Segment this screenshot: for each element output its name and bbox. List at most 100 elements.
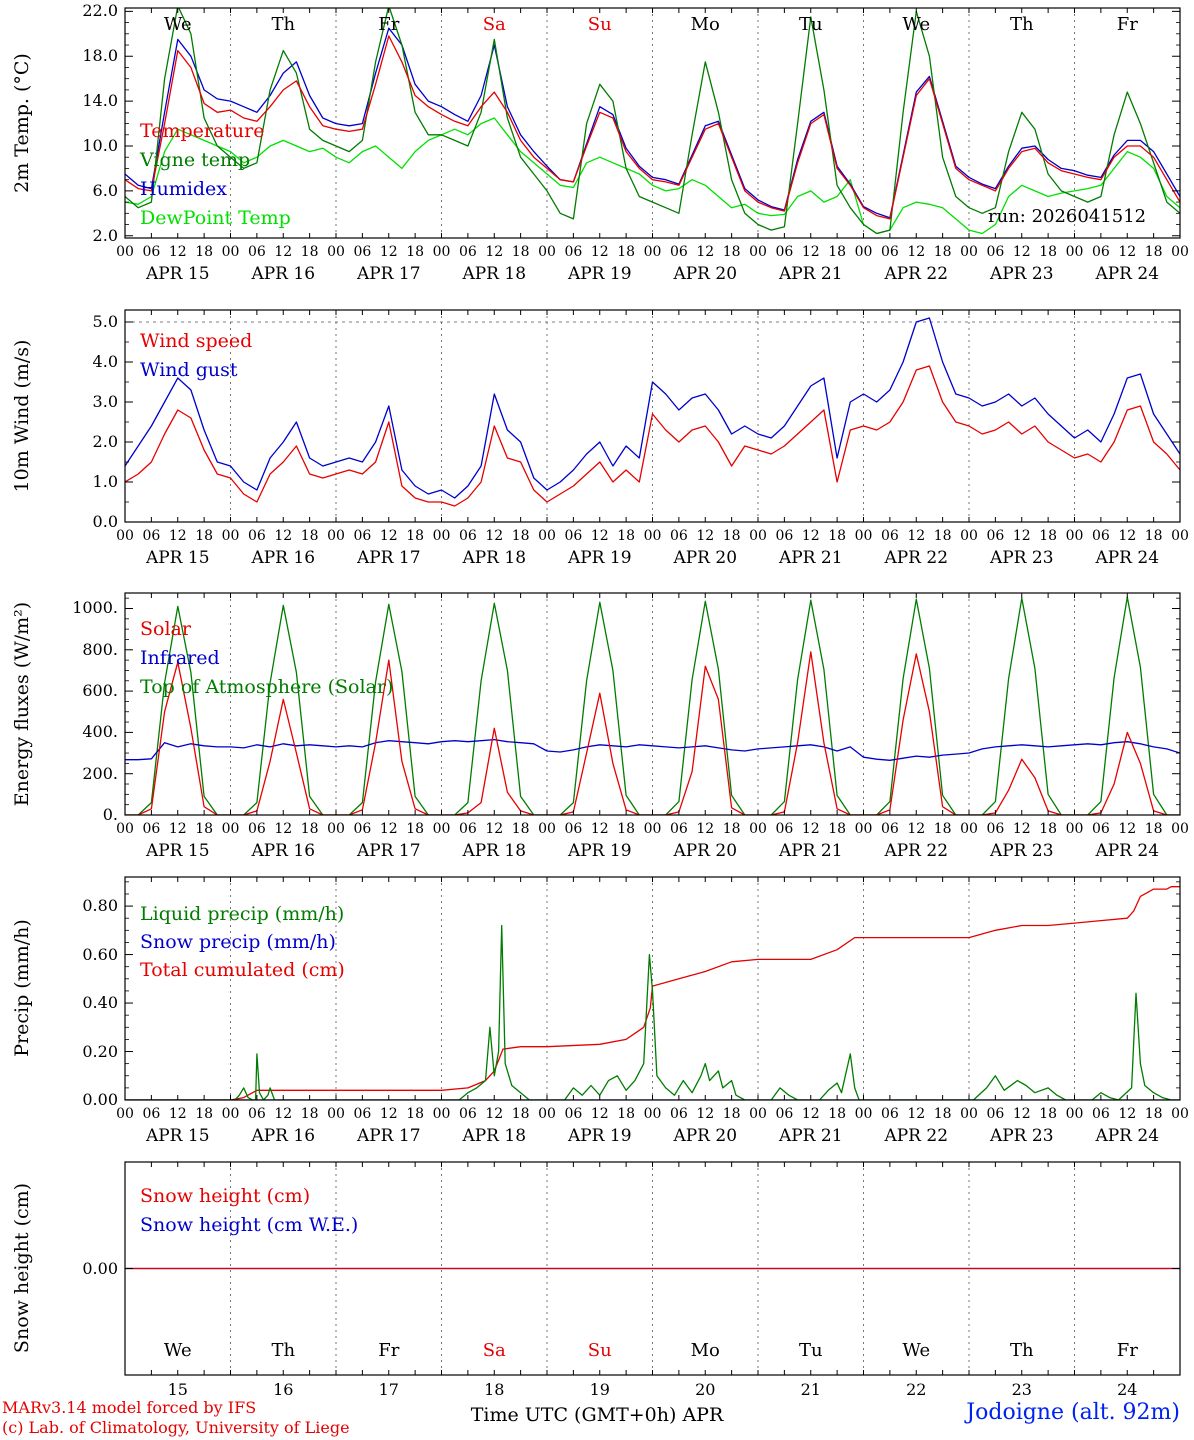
hour-tick-label: 06 [880, 1106, 899, 1122]
hour-tick-label: 00 [116, 244, 134, 260]
hour-tick-label: 18 [617, 1106, 636, 1122]
hour-tick-label: 00 [1065, 1106, 1084, 1122]
hour-tick-label: 12 [485, 244, 504, 260]
hour-tick-label: 06 [775, 244, 794, 260]
hour-tick-label: 12 [168, 1106, 187, 1122]
date-label: APR 20 [673, 841, 738, 861]
day-name-top: Tu [798, 14, 823, 35]
y-tick-label: 2.0 [92, 432, 118, 451]
day-number-label: 15 [167, 1380, 188, 1399]
hour-tick-label: 06 [142, 244, 161, 260]
day-number-label: 16 [273, 1380, 294, 1399]
day-number-label: 17 [378, 1380, 399, 1399]
hour-tick-label: 18 [1144, 1106, 1163, 1122]
hour-tick-label: 12 [907, 1106, 926, 1122]
hour-tick-label: 00 [538, 821, 556, 837]
hour-tick-label: 00 [432, 821, 451, 837]
hour-tick-label: 00 [854, 244, 873, 260]
hour-tick-label: 18 [933, 528, 952, 544]
hour-tick-label: 18 [1144, 821, 1163, 837]
hour-tick-label: 12 [590, 1106, 609, 1122]
date-label: APR 23 [989, 264, 1054, 284]
hour-tick-label: 00 [854, 1106, 873, 1122]
hour-tick-label: 00 [432, 244, 451, 260]
y-tick-label: 3.0 [92, 392, 118, 411]
panel-2 [124, 592, 1181, 816]
hour-tick-label: 18 [195, 528, 214, 544]
day-number-label: 20 [695, 1380, 716, 1399]
day-name-top: Th [271, 14, 296, 35]
date-label: APR 21 [778, 1126, 843, 1146]
date-label: APR 15 [145, 841, 210, 861]
y-tick-label: 22.0 [82, 1, 118, 21]
y-tick-label: 0.0 [92, 512, 118, 531]
hour-tick-label: 00 [327, 244, 345, 260]
date-label: APR 21 [778, 264, 843, 284]
hour-tick-label: 12 [801, 821, 820, 837]
day-name-top: Mo [690, 14, 720, 35]
hour-tick-label: 00 [116, 1106, 134, 1122]
hour-tick-label: 18 [722, 1106, 741, 1122]
panel-0-series [125, 8, 1180, 235]
hour-tick-label: 12 [801, 528, 820, 544]
hour-tick-label: 00 [960, 244, 978, 260]
hour-tick-label: 00 [116, 821, 134, 837]
y-tick-label: 0.80 [82, 896, 118, 916]
date-label: APR 20 [673, 548, 738, 568]
hour-tick-label: 00 [749, 528, 767, 544]
day-name-top: Sa [482, 14, 506, 35]
hour-tick-label: 06 [142, 821, 161, 837]
hour-tick-label: 00 [643, 528, 662, 544]
hour-tick-label: 12 [379, 244, 398, 260]
hour-tick-label: 00 [327, 821, 345, 837]
hour-tick-label: 06 [564, 1106, 583, 1122]
y-tick-label: 14.0 [82, 91, 118, 111]
date-label: APR 22 [884, 1126, 949, 1146]
hour-tick-label: 06 [458, 244, 477, 260]
series-humidex [125, 27, 1180, 219]
hour-tick-label: 00 [1171, 244, 1189, 260]
hour-tick-label: 18 [617, 821, 636, 837]
hour-tick-label: 00 [116, 528, 134, 544]
hour-tick-label: 12 [696, 1106, 715, 1122]
panel-1-series [125, 317, 1180, 507]
hour-tick-label: 06 [986, 821, 1005, 837]
hour-tick-label: 06 [775, 1106, 794, 1122]
legend-vigne-temp: Vigne temp [140, 149, 251, 171]
hour-tick-label: 00 [1065, 244, 1084, 260]
date-label: APR 18 [462, 264, 527, 284]
hour-tick-label: 00 [432, 1106, 451, 1122]
footer-model-line: MARv3.14 model forced by IFS [2, 1398, 257, 1417]
date-label: APR 16 [251, 841, 316, 861]
footer-copyright-line: (c) Lab. of Climatology, University of L… [2, 1418, 350, 1437]
legend-temperature: Temperature [140, 120, 265, 142]
hour-tick-label: 00 [960, 528, 978, 544]
hour-tick-label: 06 [880, 244, 899, 260]
hour-tick-label: 12 [801, 1106, 820, 1122]
hour-tick-label: 18 [511, 821, 530, 837]
hour-tick-label: 06 [669, 244, 688, 260]
y-axis-title-temp: 2m Temp. (°C) [11, 53, 33, 193]
date-label: APR 22 [884, 548, 949, 568]
date-label: APR 19 [567, 548, 632, 568]
y-axis-title-energy: Energy fluxes (W/m²) [11, 601, 33, 807]
hour-tick-label: 06 [353, 821, 372, 837]
y-tick-label: 0.40 [82, 993, 118, 1013]
hour-tick-label: 18 [511, 528, 530, 544]
hour-tick-label: 12 [1012, 1106, 1031, 1122]
hour-tick-label: 00 [327, 528, 345, 544]
series-top-of-atmosphere-solar- [125, 596, 1180, 815]
day-number-label: 18 [484, 1380, 505, 1399]
hour-tick-label: 00 [1171, 1106, 1189, 1122]
legend-infrared: Infrared [140, 647, 220, 669]
hour-tick-label: 06 [564, 244, 583, 260]
hour-tick-label: 06 [353, 244, 372, 260]
hour-tick-label: 06 [1091, 821, 1110, 837]
hour-tick-label: 18 [511, 244, 530, 260]
hour-tick-label: 12 [379, 821, 398, 837]
legend-wind-gust: Wind gust [140, 359, 238, 381]
hour-tick-label: 06 [986, 1106, 1005, 1122]
hour-tick-label: 12 [1118, 821, 1137, 837]
hour-tick-label: 18 [617, 244, 636, 260]
hour-tick-label: 18 [722, 821, 741, 837]
